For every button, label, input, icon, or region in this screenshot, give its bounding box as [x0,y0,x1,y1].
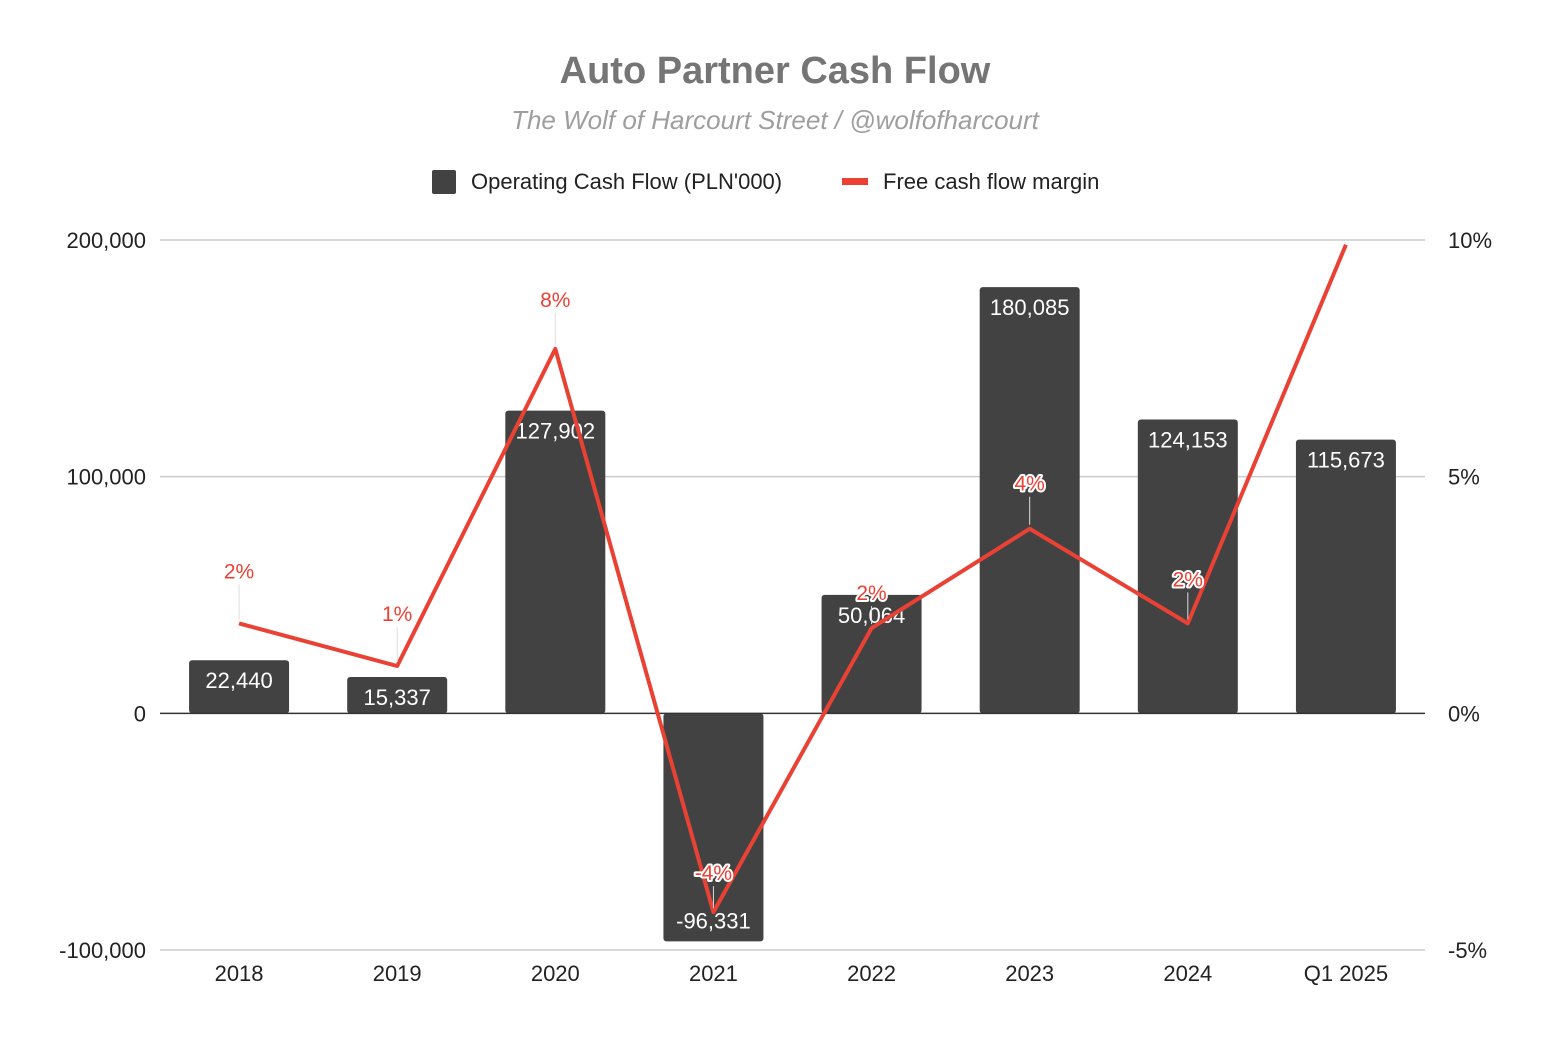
x-tick-label: 2019 [373,961,422,986]
bar-2020 [505,410,606,714]
bar-data-label: 15,337 [364,685,431,710]
bar-q1-2025 [1295,439,1396,714]
margin-data-label: 8% [540,289,570,312]
legend-swatch-operating-cash-flow [432,170,456,194]
legend-label-operating-cash-flow: Operating Cash Flow (PLN'000) [471,169,782,194]
legend: Operating Cash Flow (PLN'000) Free cash … [432,169,1099,194]
margin-data-label-halo: -4% [695,862,732,885]
bars [189,287,1396,942]
right-tick-label: -5% [1448,938,1487,963]
x-tick-label: 2018 [215,961,264,986]
x-axis: 2018 2019 2020 2021 2022 2023 2024 Q1 2025 [215,961,1389,986]
left-tick-label: 100,000 [66,465,146,490]
margin-data-label-halo: 2% [224,560,254,583]
margin-data-label-halo: 8% [540,289,570,312]
left-axis: 200,000 100,000 0 -100,000 [59,228,146,963]
x-tick-label: 2020 [531,961,580,986]
bar-data-label: 22,440 [205,668,272,693]
margin-data-label: -4% [695,862,732,885]
x-tick-label: Q1 2025 [1304,961,1388,986]
right-tick-label: 5% [1448,465,1480,490]
margin-data-label-halo: 2% [856,582,886,605]
margin-data-label: 2% [224,560,254,583]
bar-data-label: 115,673 [1307,448,1385,473]
right-axis: 10% 5% 0% -5% [1448,228,1492,963]
left-tick-label: -100,000 [59,938,146,963]
bar-labels: 22,44015,337127,902-96,33150,064180,0851… [205,295,1384,933]
margin-data-label-halo: 2% [1173,568,1203,591]
left-tick-label: 200,000 [66,228,146,253]
bar-2019 [347,677,448,714]
bar-data-label: 124,153 [1148,428,1228,453]
x-tick-label: 2022 [847,961,896,986]
margin-data-label-halo: 1% [382,603,412,626]
x-tick-label: 2023 [1005,961,1054,986]
bar-2024 [1137,419,1238,714]
x-tick-label: 2024 [1163,961,1212,986]
chart-subtitle: The Wolf of Harcourt Street / @wolfofhar… [511,105,1041,135]
legend-label-free-cash-flow-margin: Free cash flow margin [883,169,1099,194]
margin-data-label: 2% [856,582,886,605]
margin-labels: 2%2%1%1%8%8%-4%-4%2%2%4%4%2%2% [222,287,1205,909]
margin-data-label: 1% [382,603,412,626]
margin-data-label: 4% [1015,473,1045,496]
chart-title: Auto Partner Cash Flow [560,50,991,92]
bar-2018 [189,660,290,714]
margin-line [238,243,1348,915]
x-tick-label: 2021 [689,961,738,986]
margin-data-label: 2% [1173,568,1203,591]
bar-2022 [821,594,922,714]
legend-swatch-free-cash-flow-margin [842,178,868,185]
bar-data-label: 127,902 [516,419,596,444]
bar-data-label: 180,085 [990,295,1070,320]
right-tick-label: 10% [1448,228,1492,253]
margin-data-label-halo: 4% [1015,473,1045,496]
right-tick-label: 0% [1448,701,1480,726]
left-tick-label: 0 [134,701,146,726]
bar-2021 [663,713,764,942]
margin-line-path [238,243,1348,915]
